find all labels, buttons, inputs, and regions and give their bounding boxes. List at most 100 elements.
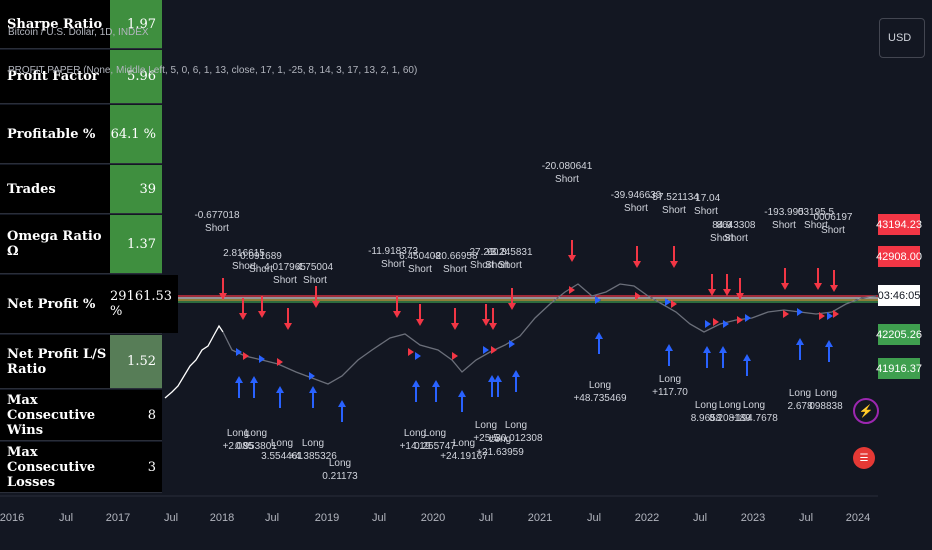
short-arrow — [416, 304, 424, 326]
long-arrow — [235, 376, 243, 398]
signal-label: 0006197 — [814, 212, 853, 223]
short-arrow-head — [239, 313, 247, 320]
short-arrow-head — [568, 255, 576, 262]
trade-marker — [452, 352, 458, 360]
signal-label: Short — [724, 233, 748, 244]
short-arrow — [708, 274, 716, 296]
signal-label: Long — [695, 400, 717, 411]
signal-label: Long — [589, 380, 611, 391]
signal-label: -3.245831 — [487, 247, 532, 258]
short-arrow — [508, 288, 516, 310]
metric-row: Profitable % 64.1 % — [0, 105, 162, 164]
short-arrow — [489, 308, 497, 330]
long-arrow-head — [235, 376, 243, 383]
signal-label: Short — [303, 275, 327, 286]
short-arrow — [312, 286, 320, 308]
signal-label: -39.946639 — [611, 190, 662, 201]
signal-label: 03195.5 — [798, 207, 835, 218]
trade-signals: -0.677018Short2.816615Short0.091689Short… — [194, 161, 852, 482]
long-arrow — [743, 354, 751, 376]
metric-label: Profit Factor — [0, 50, 110, 103]
x-tick-label: Jul — [164, 512, 178, 524]
x-tick-label: Jul — [265, 512, 279, 524]
long-arrow-head — [458, 390, 466, 397]
x-tick-label: 2019 — [315, 512, 339, 524]
short-arrow-head — [670, 261, 678, 268]
signal-label: Short — [443, 264, 467, 275]
signal-label: +14.19 — [400, 441, 431, 452]
signal-label: 84.9 — [712, 220, 732, 231]
price-line-segment — [164, 324, 224, 399]
long-arrow — [719, 346, 727, 368]
signal-label: Short — [470, 260, 494, 271]
long-arrow-head — [512, 370, 520, 377]
price-tag: 43194.23 — [876, 214, 922, 235]
long-arrow-head — [494, 375, 502, 382]
metric-row: Net Profit L/S Ratio 1.52 — [0, 335, 162, 389]
trade-marker — [665, 298, 671, 306]
signal-label: Long — [659, 374, 681, 385]
price-tag: 42908.00 — [876, 246, 922, 267]
short-arrow — [393, 296, 401, 318]
long-arrow-head — [595, 332, 603, 339]
signal-label: Short — [498, 260, 522, 271]
metric-label: Trades — [0, 165, 110, 213]
trade-marker — [309, 372, 315, 380]
x-tick-label: 2021 — [528, 512, 552, 524]
currency-button[interactable]: USD — [879, 18, 925, 58]
us-flag-icon[interactable]: ☰ — [853, 447, 875, 469]
signal-label: Long — [789, 388, 811, 399]
short-arrow-head — [723, 289, 731, 296]
short-arrow-head — [708, 289, 716, 296]
short-arrow — [781, 268, 789, 290]
short-arrow-head — [312, 301, 320, 308]
short-arrow-head — [508, 303, 516, 310]
short-arrow-head — [489, 323, 497, 330]
metric-label: Omega Ratio Ω — [0, 215, 110, 273]
long-arrow — [412, 380, 420, 402]
lightning-icon[interactable]: ⚡ — [853, 398, 879, 424]
price-tag: 41916.37 — [876, 358, 922, 379]
signal-label: Short — [662, 205, 686, 216]
short-arrow — [284, 308, 292, 330]
trade-marker — [509, 340, 515, 348]
signal-label: -57.521134 — [649, 192, 699, 203]
long-arrow — [595, 332, 603, 354]
metric-label: Net Profit L/S Ratio — [0, 335, 110, 388]
signal-label: 60.8 — [487, 247, 507, 258]
signal-label: -193.995 — [764, 207, 804, 218]
signal-label: 8.208189 — [709, 413, 751, 424]
metric-row: Sharpe Ratio 1.97 — [0, 0, 162, 49]
metric-row: Profit Factor 5.96 — [0, 50, 162, 104]
trade-marker — [671, 300, 677, 308]
signal-label: 0.091689 — [240, 251, 282, 262]
price-tag: 03:46:05 — [878, 285, 920, 306]
signal-label: 4.017965 — [264, 262, 306, 273]
long-arrow-head — [665, 344, 673, 351]
signal-label: Long — [743, 400, 765, 411]
signal-label: 6.450408 — [399, 251, 441, 262]
long-arrow-head — [412, 380, 420, 387]
signal-label: Long — [815, 388, 837, 399]
metric-label: Net Profit % — [0, 275, 110, 333]
signal-label: 4.75004 — [297, 262, 334, 273]
signal-label: -20.66958 — [432, 251, 477, 262]
metric-value: 8 — [110, 390, 162, 440]
long-arrow — [703, 346, 711, 368]
signal-label: +4.385326 — [289, 451, 337, 462]
signal-label: Short — [772, 220, 796, 231]
short-arrow — [258, 296, 266, 318]
signal-label: Long — [271, 438, 293, 449]
short-arrow — [670, 246, 678, 268]
x-tick-label: Jul — [587, 512, 601, 524]
trade-marker — [819, 312, 825, 320]
short-arrow — [736, 278, 744, 300]
signal-label: Long — [719, 400, 741, 411]
metric-row: Trades 39 — [0, 165, 162, 214]
signal-label: +117.70 — [652, 387, 688, 398]
trade-marker — [713, 318, 719, 326]
signal-label: -11.918373 — [368, 246, 418, 257]
signal-label: Long — [505, 420, 527, 431]
short-arrow — [451, 308, 459, 330]
